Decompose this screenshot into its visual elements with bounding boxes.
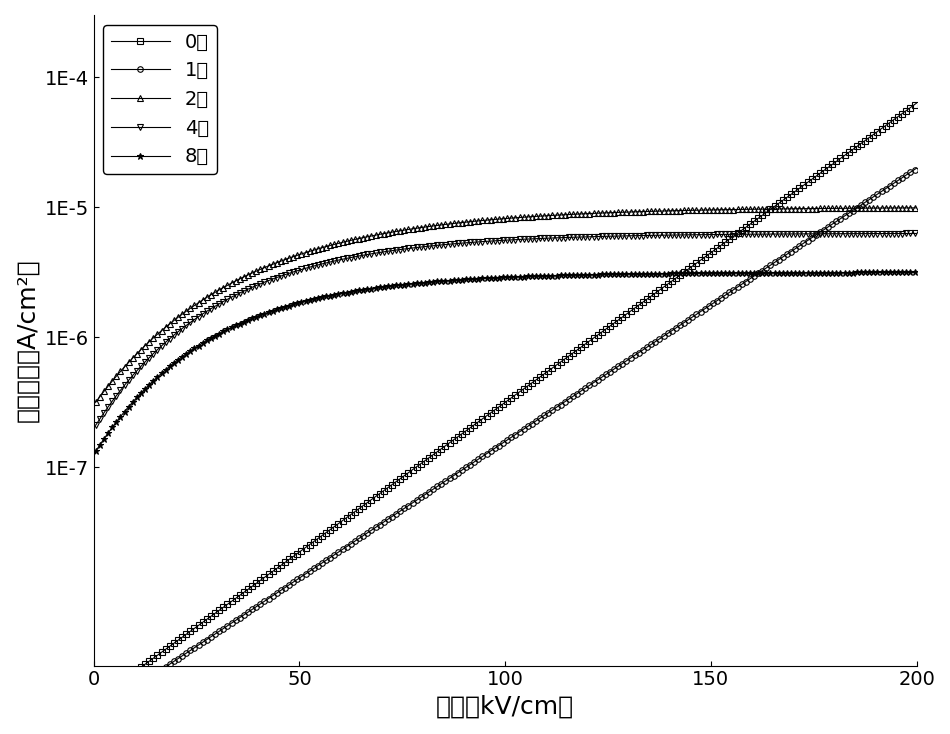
Legend: 0次, 1次, 2次, 4次, 8次: 0次, 1次, 2次, 4次, 8次 [104,25,217,174]
Y-axis label: 电流密度（A/cm²）: 电流密度（A/cm²） [15,258,39,422]
4次 [911,229,922,238]
Line: 4次: 4次 [93,230,920,428]
0次 [687,262,698,271]
0次 [606,320,618,329]
0次 [682,265,694,274]
1次 [687,313,698,321]
Line: 2次: 2次 [93,205,920,405]
4次 [357,251,369,260]
8次 [189,344,200,352]
0次 [911,98,922,107]
Line: 0次: 0次 [93,101,920,703]
2次 [606,208,618,217]
1次 [911,164,922,172]
8次 [415,278,427,287]
4次 [90,421,102,429]
2次 [687,206,698,215]
4次 [682,230,694,239]
4次 [189,315,200,324]
2次 [415,223,427,232]
8次 [682,269,694,277]
0次 [90,696,102,705]
1次 [606,366,618,375]
8次 [911,268,922,277]
1次 [682,316,694,324]
8次 [687,269,698,277]
2次 [911,203,922,212]
4次 [687,230,698,239]
0次 [189,624,200,633]
4次 [415,243,427,252]
1次 [415,493,427,502]
1次 [90,709,102,718]
8次 [90,447,102,456]
2次 [90,398,102,407]
4次 [606,232,618,241]
0次 [415,459,427,468]
8次 [606,270,618,279]
0次 [357,501,369,510]
1次 [357,531,369,540]
8次 [357,286,369,294]
X-axis label: 电场（kV/cm）: 电场（kV/cm） [436,695,574,719]
2次 [357,233,369,242]
Line: 8次: 8次 [92,269,920,454]
2次 [682,206,694,215]
2次 [189,301,200,310]
1次 [189,643,200,652]
Line: 1次: 1次 [93,165,920,716]
